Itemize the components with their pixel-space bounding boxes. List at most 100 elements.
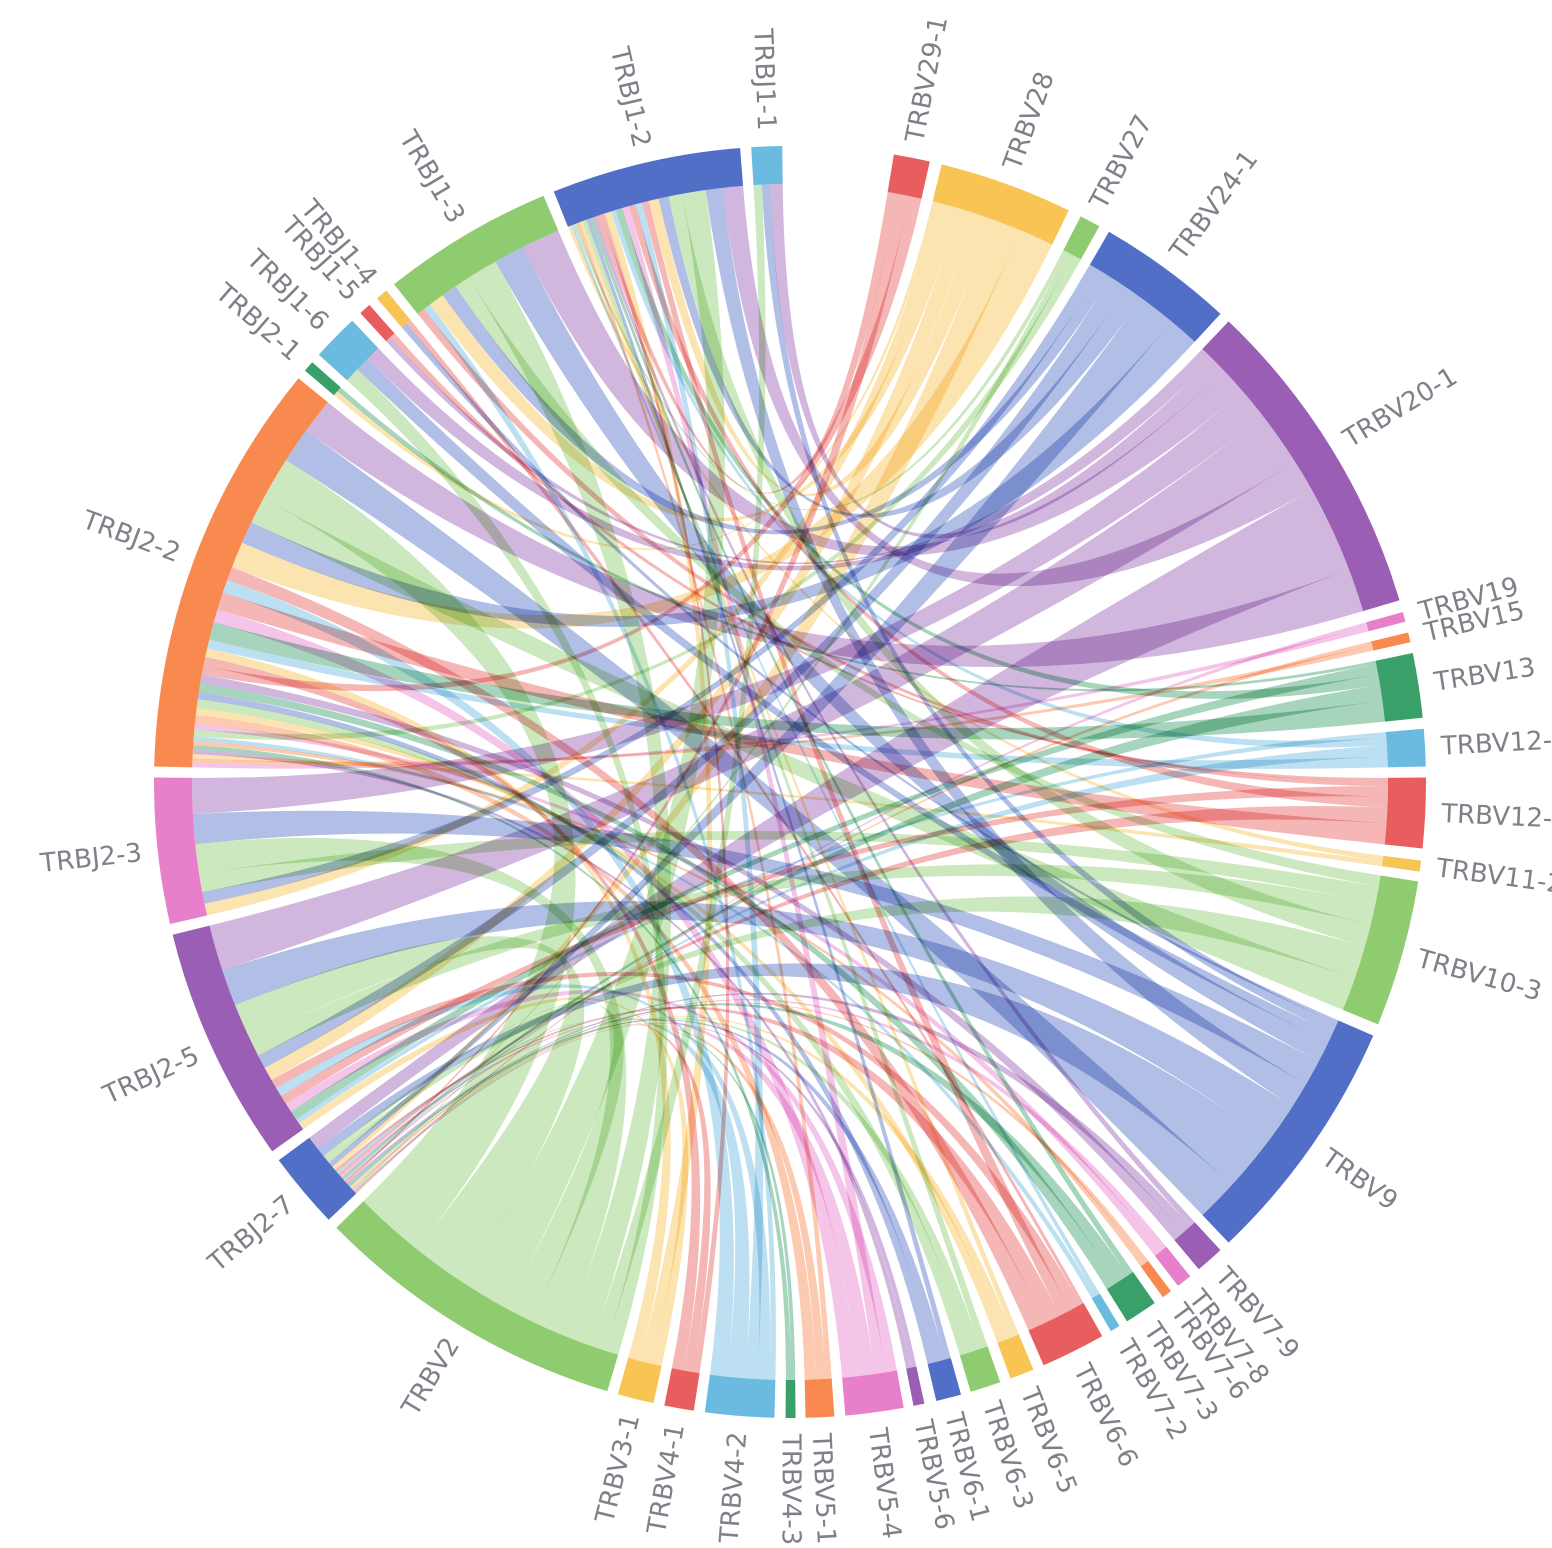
ribbon-TRBV28-TRBJ1-3 [430, 205, 959, 522]
ribbon-TRBV7-9-TRBJ2-7 [346, 992, 1191, 1233]
ribbon-TRBV9-TRBJ2-7 [317, 963, 1269, 1186]
label-TRBV5-1: TRBV5-1 [806, 1432, 841, 1546]
label-TRBV12-4: TRBV12-4 [1439, 725, 1552, 762]
arc-TRBJ2-3 [154, 777, 208, 924]
label-TRBJ1-1: TRBJ1-1 [747, 27, 781, 131]
arc-TRBV6-1 [927, 1357, 962, 1401]
ribbon-TRBV24-1-TRBJ1-2 [658, 196, 1142, 518]
label-TRBJ2-5: TRBJ2-5 [98, 1041, 204, 1111]
arc-TRBV5-4 [842, 1370, 904, 1416]
ribbon-TRBV2-TRBJ2-7 [323, 1001, 624, 1322]
arc-TRBV4-3 [785, 1379, 796, 1418]
arc-TRBV10-3 [1342, 875, 1419, 1025]
arc-TRBV4-2 [704, 1374, 776, 1418]
arc-TRBV15 [1371, 632, 1411, 651]
label-TRBV10-3: TRBV10-3 [1413, 944, 1545, 1008]
arc-TRBV4-1 [664, 1368, 700, 1411]
label-TRBV24-1: TRBV24-1 [1164, 145, 1264, 267]
ribbon-TRBV2-TRBJ2-3 [195, 837, 627, 1336]
label-TRBV5-4: TRBV5-4 [862, 1425, 907, 1540]
ribbon-TRBV10-3-TRBJ2-5 [250, 864, 1376, 1056]
label-TRBV11-2: TRBV11-2 [1433, 853, 1552, 900]
ribbon-TRBV9-TRBJ2-5 [222, 901, 1293, 1141]
arc-TRBV12-3 [1384, 777, 1426, 849]
arc-TRBV11-2 [1382, 855, 1422, 872]
arc-TRBV2 [336, 1201, 619, 1392]
label-TRBV27: TRBV27 [1084, 110, 1159, 215]
ribbon-TRBV7-6-TRBJ2-7 [353, 1002, 1149, 1264]
arc-TRBV24-1 [1089, 231, 1221, 342]
segment-arc-layer [154, 146, 1426, 1418]
arc-TRBV6-6 [1028, 1302, 1103, 1366]
ribbon-TRBV2-TRBJ1-6 [347, 369, 667, 1355]
ribbon-TRBV6-1-TRBJ1-2 [586, 218, 951, 1360]
arc-TRBV7-8 [1154, 1246, 1191, 1286]
ribbon-TRBV7-3-TRBJ2-7 [347, 1003, 1128, 1283]
label-TRBV4-2: TRBV4-2 [714, 1431, 753, 1545]
label-TRBV9: TRBV9 [1315, 1143, 1403, 1217]
arc-TRBV7-2 [1091, 1293, 1120, 1332]
arc-TRBJ2-5 [172, 925, 304, 1152]
arc-TRBV27 [1063, 216, 1100, 260]
arc-TRBV12-4 [1385, 728, 1426, 768]
arc-TRBV9 [1202, 1020, 1374, 1243]
arc-TRBJ2-7 [278, 1137, 357, 1220]
arc-TRBJ1-3 [394, 195, 559, 314]
arc-TRBV7-3 [1106, 1271, 1155, 1322]
ribbon-TRBV19-TRBJ2-2 [192, 626, 1369, 769]
label-TRBJ2-2: TRBJ2-2 [77, 505, 184, 569]
label-TRBV12-3: TRBV12-3 [1439, 799, 1552, 835]
arc-TRBJ1-4 [376, 290, 411, 328]
arc-TRBV6-5 [997, 1334, 1034, 1379]
arc-TRBJ1-1 [751, 146, 783, 186]
label-TRBV20-1: TRBV20-1 [1337, 362, 1462, 455]
arc-TRBV13 [1375, 653, 1423, 722]
ribbon-TRBV20-1-TRBJ2-7 [309, 489, 1349, 1149]
ribbon-TRBV20-1-TRBJ1-5 [386, 337, 1205, 565]
arc-TRBV20-1 [1202, 321, 1400, 612]
arc-TRBV3-1 [617, 1357, 662, 1404]
label-TRBV3-1: TRBV3-1 [590, 1411, 646, 1527]
ribbon-TRBV6-6-TRBJ2-7 [334, 1006, 1060, 1324]
arc-TRBJ2-1 [304, 362, 341, 396]
label-TRBV28: TRBV28 [997, 68, 1060, 175]
arc-TRBV6-3 [959, 1346, 1001, 1392]
ribbon-TRBV28-TRBJ2-2 [231, 229, 1053, 629]
ribbon-TRBV10-3-TRBJ2-7 [325, 896, 1365, 1163]
label-TRBJ2-7: TRBJ2-7 [202, 1190, 300, 1279]
ribbon-TRBV9-TRBJ2-3 [192, 810, 1319, 1084]
label-TRBV4-1: TRBV4-1 [642, 1421, 691, 1537]
ribbon-TRBV9-TRBJ2-2 [286, 430, 1232, 1216]
arc-TRBJ1-5 [360, 304, 395, 342]
label-TRBV29-1: TRBV29-1 [900, 14, 954, 146]
arc-TRBV29-1 [887, 154, 930, 199]
arc-TRBJ2-2 [154, 378, 328, 768]
arc-TRBV19 [1366, 612, 1406, 632]
arc-TRBJ1-2 [553, 147, 744, 227]
ribbon-TRBV10-3-TRBJ2-3 [199, 830, 1379, 904]
label-TRBJ1-2: TRBJ1-2 [604, 43, 657, 150]
ribbon-TRBV13-TRBJ2-2 [209, 622, 1385, 740]
label-TRBJ1-3: TRBJ1-3 [392, 125, 470, 229]
ribbon-TRBV12-3-TRBJ1-3 [417, 309, 1389, 787]
ribbon-TRBV20-1-TRBJ2-2 [306, 402, 1364, 668]
ribbon-TRBV24-1-TRBJ1-3 [442, 270, 1112, 535]
ribbon-TRBV6-3-TRBJ1-2 [582, 219, 988, 1349]
label-TRBV2: TRBV2 [396, 1333, 466, 1422]
label-TRBJ2-3: TRBJ2-3 [38, 838, 144, 879]
ribbon-TRBV24-1-TRBJ2-7 [328, 298, 1172, 1167]
arc-TRBV5-6 [906, 1366, 925, 1406]
ribbon-TRBV5-4-TRBJ1-2 [622, 206, 887, 1374]
arc-TRBJ1-6 [318, 320, 379, 381]
ribbon-TRBV20-1-TRBJ2-5 [209, 416, 1295, 971]
ribbon-TRBV13-TRBJ2-1 [337, 387, 1377, 692]
arc-TRBV28 [932, 164, 1069, 245]
ribbon-TRBV4-2-TRBJ1-3 [423, 304, 776, 1380]
ribbon-TRBV27-TRBJ2-2 [193, 255, 1081, 740]
arc-TRBV7-9 [1174, 1222, 1221, 1270]
label-TRBV13: TRBV13 [1431, 652, 1537, 697]
arc-TRBV5-1 [804, 1378, 835, 1418]
ribbon-layer [191, 184, 1389, 1381]
arc-TRBV7-6 [1140, 1260, 1171, 1298]
